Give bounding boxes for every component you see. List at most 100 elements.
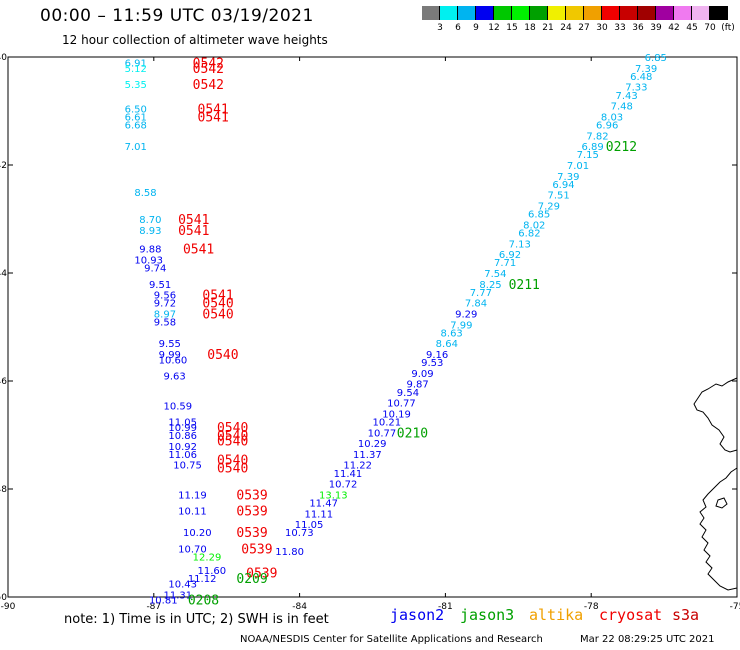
color-scale-label: 21 — [542, 23, 554, 33]
footer-note: note: 1) Time is in UTC; 2) SWH is in fe… — [64, 612, 329, 627]
color-swatch — [602, 6, 620, 20]
wave-height-value: 9.58 — [154, 318, 176, 329]
wave-height-value: 9.63 — [164, 372, 186, 383]
pass-time-value: 0539 — [236, 526, 267, 541]
wave-height-value: 10.20 — [183, 528, 212, 539]
color-scale-label: 18 — [524, 23, 536, 33]
wave-height-value: 8.58 — [134, 188, 156, 199]
pass-time-value: 0210 — [397, 426, 428, 441]
color-swatch — [440, 6, 458, 20]
color-scale-unit: (ft) — [721, 23, 735, 33]
pass-time-value: 0209 — [236, 572, 267, 587]
color-swatch — [548, 6, 566, 20]
wave-height-value: 8.02 — [523, 220, 545, 231]
wave-height-value: 10.92 — [168, 442, 197, 453]
wave-height-value: 11.12 — [188, 574, 217, 585]
wave-height-value: 11.05 — [168, 418, 197, 429]
wave-height-value: 10.99 — [168, 423, 197, 434]
wave-height-value: 11.11 — [304, 509, 333, 520]
pass-time-value: 0540 — [217, 429, 248, 444]
wave-height-value: 6.85 — [645, 53, 667, 64]
pass-time-value: 0539 — [236, 488, 267, 503]
pass-time-value: 0541 — [198, 110, 229, 125]
x-tick-label: -84 — [292, 602, 307, 612]
wave-height-value: 11.19 — [178, 490, 207, 501]
wave-height-value: 10.77 — [387, 399, 416, 410]
wave-height-value: 10.86 — [168, 431, 197, 442]
color-scale-label: 27 — [578, 23, 590, 33]
pass-time-value: 0540 — [217, 461, 248, 476]
wave-height-value: 10.70 — [178, 544, 207, 555]
color-scale-label: 39 — [650, 23, 662, 33]
color-scale-label: 70 — [704, 23, 716, 33]
map-title: 00:00 – 11:59 UTC 03/19/2021 — [40, 6, 314, 26]
color-swatch — [620, 6, 638, 20]
pass-time-labels: 0542054205420541054102120541054105410211… — [178, 56, 637, 608]
pass-time-value: 0540 — [202, 308, 233, 323]
color-swatch — [656, 6, 674, 20]
wave-height-value: 10.11 — [178, 507, 207, 518]
wave-height-value: 9.53 — [421, 358, 443, 369]
wave-height-value: 11.47 — [309, 499, 338, 510]
pass-time-value: 0211 — [509, 278, 540, 293]
wave-height-value: 6.61 — [125, 112, 147, 123]
wave-height-value: 7.71 — [494, 258, 516, 269]
wave-height-value: 9.16 — [426, 350, 448, 361]
x-tick-label: -81 — [438, 602, 453, 612]
wave-height-value: 6.68 — [125, 121, 147, 132]
pass-time-value: 0539 — [246, 567, 277, 582]
pass-time-value: 0541 — [202, 289, 233, 304]
pass-time-value: 0540 — [217, 434, 248, 449]
wave-height-value: 9.56 — [154, 291, 176, 302]
wave-height-value: 9.74 — [144, 264, 166, 275]
pass-time-value: 0540 — [217, 421, 248, 436]
y-tick-label: 46 — [0, 377, 7, 387]
color-scale-label: 6 — [455, 23, 461, 33]
wave-height-value: 10.29 — [358, 439, 387, 450]
legend-entry-altika: altika — [529, 606, 584, 624]
wave-height-value: 6.91 — [125, 58, 147, 69]
wave-height-value: 6.82 — [518, 229, 540, 240]
pass-time-value: 0212 — [606, 140, 637, 155]
wave-height-value: 7.84 — [465, 299, 487, 310]
wave-height-value: 11.41 — [334, 469, 363, 480]
x-tick-label: -75 — [730, 602, 740, 612]
color-swatch — [674, 6, 692, 20]
x-tick-label: -87 — [146, 602, 161, 612]
wave-height-value: 9.87 — [407, 380, 429, 391]
color-swatch — [710, 6, 728, 20]
wave-height-value: 8.93 — [139, 226, 161, 237]
color-scale-label: 42 — [668, 23, 680, 33]
legend-entry-cryosat: cryosat — [599, 606, 663, 624]
pass-time-value: 0541 — [178, 224, 209, 239]
wave-height-value: 9.29 — [455, 310, 477, 321]
coastline-chile-south — [699, 467, 738, 591]
wave-height-value: 8.64 — [436, 339, 458, 350]
wave-height-value: 11.05 — [295, 520, 324, 531]
wave-height-value: 7.54 — [484, 269, 506, 280]
color-scale-label: 45 — [686, 23, 698, 33]
pass-time-value: 0541 — [198, 102, 229, 117]
wave-height-value: 11.22 — [343, 461, 372, 472]
color-scale-label: 24 — [560, 23, 572, 33]
wave-height-value: 7.51 — [547, 191, 569, 202]
wave-height-value: 8.25 — [479, 280, 501, 291]
wave-height-value: 7.77 — [470, 288, 492, 299]
y-tick-label: 50 — [0, 593, 7, 603]
x-tick-label: -78 — [584, 602, 599, 612]
legend-entry-jason3: jason3 — [460, 606, 515, 624]
color-swatch — [692, 6, 710, 20]
color-scale-label: 9 — [473, 23, 479, 33]
wave-height-value: 7.33 — [625, 83, 647, 94]
map-frame — [7, 56, 738, 598]
pass-time-value: 0539 — [236, 505, 267, 520]
color-scale-label: 15 — [506, 23, 518, 33]
color-swatch — [566, 6, 584, 20]
color-swatch — [512, 6, 530, 20]
color-swatch — [476, 6, 494, 20]
wave-height-value: 7.13 — [509, 239, 531, 250]
wave-height-value: 5.12 — [125, 64, 147, 75]
map-subtitle: 12 hour collection of altimeter wave hei… — [62, 33, 328, 47]
wave-height-value: 7.39 — [635, 64, 657, 75]
